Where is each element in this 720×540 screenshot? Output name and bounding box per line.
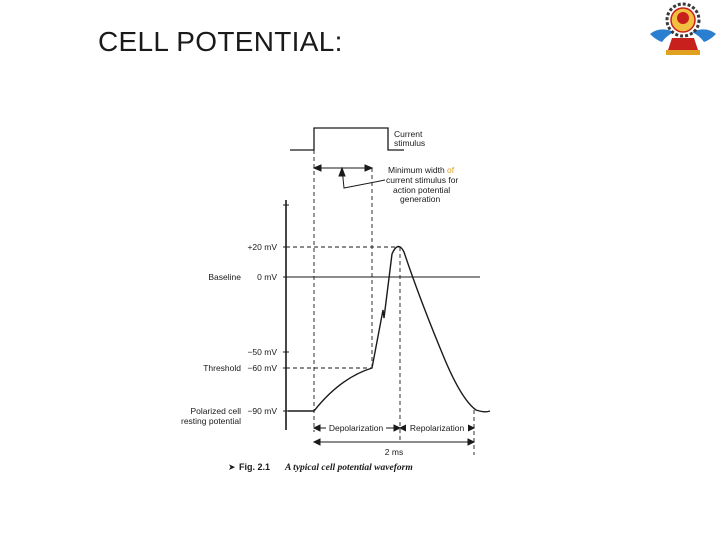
minimum-width-arrow [312, 164, 386, 189]
reference-dashed-lines [286, 150, 475, 455]
depolarization-label: Depolarization [329, 423, 384, 433]
stimulus-label-line1: Current [394, 129, 423, 139]
emblem-ribbon-shape [666, 50, 700, 55]
caption-text: A typical cell potential waveform [284, 463, 413, 473]
caption-fig-number: Fig. 2.1 [239, 462, 270, 472]
depolarization-label-bg [326, 422, 386, 434]
stimulus-label-line2: stimulus [394, 138, 425, 148]
voltage-label-zero: 0 mV [257, 272, 277, 282]
right-wing-shape [692, 29, 716, 42]
caption-marker: ➤ [228, 462, 236, 472]
left-wing-shape [650, 29, 674, 42]
voltage-label-minus60: −60 mV [247, 363, 277, 373]
min-width-label-line1: Minimum width of [388, 165, 455, 175]
institution-emblem-icon [650, 2, 716, 55]
voltage-label-plus20: +20 mV [247, 242, 277, 252]
threshold-label: Threshold [203, 363, 241, 373]
duration-label: 2 ms [385, 447, 403, 457]
min-width-label-part-a: Minimum width [388, 165, 447, 175]
polarized-label-line1: Polarized cell [190, 406, 241, 416]
min-width-label-line4: generation [400, 194, 440, 204]
action-potential-waveform [288, 245, 491, 413]
repolarization-label: Repolarization [410, 423, 465, 433]
slide-title: CELL POTENTIAL: [98, 26, 343, 57]
min-width-label-line3: action potential [393, 185, 450, 195]
min-width-highlight: of [447, 165, 455, 175]
emblem-figure-shape [677, 12, 689, 24]
min-width-label-line2: current stimulus for [386, 175, 458, 185]
voltage-label-minus90: −90 mV [247, 406, 277, 416]
baseline-label: Baseline [208, 272, 241, 282]
current-stimulus-pulse [290, 127, 404, 151]
repolarization-label-bg [406, 422, 468, 434]
emblem-base-shape [668, 38, 698, 50]
polarized-label-line2: resting potential [181, 416, 241, 426]
voltage-label-minus50: −50 mV [247, 347, 277, 357]
gear-ring-shape [665, 2, 701, 38]
